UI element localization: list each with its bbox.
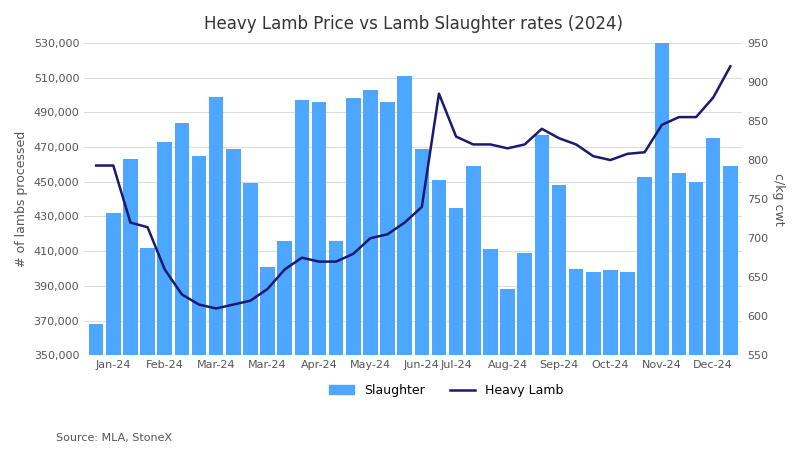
Bar <box>278 241 292 450</box>
Bar <box>106 213 121 450</box>
Bar <box>466 166 481 450</box>
Bar <box>414 149 429 450</box>
Bar <box>312 102 326 450</box>
Bar <box>449 208 463 450</box>
Bar <box>586 272 601 450</box>
Bar <box>518 253 532 450</box>
Bar <box>689 182 703 450</box>
Bar <box>346 99 361 450</box>
Bar <box>158 142 172 450</box>
Bar <box>89 324 103 450</box>
Legend: Slaughter, Heavy Lamb: Slaughter, Heavy Lamb <box>324 379 568 402</box>
Bar <box>432 180 446 450</box>
Bar <box>140 248 155 450</box>
Bar <box>398 76 412 450</box>
Bar <box>552 185 566 450</box>
Bar <box>569 269 583 450</box>
Bar <box>294 100 309 450</box>
Bar <box>260 267 275 450</box>
Bar <box>329 241 343 450</box>
Bar <box>192 156 206 450</box>
Bar <box>654 0 669 450</box>
Bar <box>209 97 223 450</box>
Y-axis label: c/kg cwt: c/kg cwt <box>772 173 785 225</box>
Text: Source: MLA, StoneX: Source: MLA, StoneX <box>56 433 172 443</box>
Bar <box>226 149 241 450</box>
Bar <box>534 135 549 450</box>
Bar <box>672 173 686 450</box>
Bar <box>500 289 515 450</box>
Bar <box>380 102 395 450</box>
Y-axis label: # of lambs processed: # of lambs processed <box>15 131 28 267</box>
Bar <box>706 138 721 450</box>
Bar <box>723 166 738 450</box>
Bar <box>638 176 652 450</box>
Title: Heavy Lamb Price vs Lamb Slaughter rates (2024): Heavy Lamb Price vs Lamb Slaughter rates… <box>204 15 622 33</box>
Bar <box>603 270 618 450</box>
Bar <box>243 184 258 450</box>
Bar <box>174 123 189 450</box>
Bar <box>483 249 498 450</box>
Bar <box>363 90 378 450</box>
Bar <box>620 272 634 450</box>
Bar <box>123 159 138 450</box>
